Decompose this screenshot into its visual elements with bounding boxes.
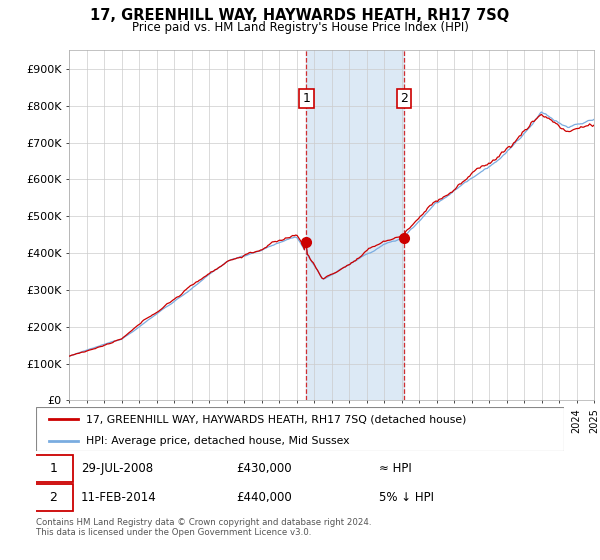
Text: Price paid vs. HM Land Registry's House Price Index (HPI): Price paid vs. HM Land Registry's House …: [131, 21, 469, 34]
Text: 1: 1: [49, 463, 57, 475]
Text: 5% ↓ HPI: 5% ↓ HPI: [379, 491, 434, 503]
Bar: [307, 50, 404, 400]
Text: 2: 2: [400, 92, 407, 105]
FancyBboxPatch shape: [34, 455, 73, 482]
Text: Contains HM Land Registry data © Crown copyright and database right 2024.
This d: Contains HM Land Registry data © Crown c…: [36, 518, 371, 538]
Text: 17, GREENHILL WAY, HAYWARDS HEATH, RH17 7SQ (detached house): 17, GREENHILL WAY, HAYWARDS HEATH, RH17 …: [86, 414, 467, 424]
FancyBboxPatch shape: [34, 484, 73, 511]
Text: £440,000: £440,000: [236, 491, 292, 503]
Text: 11-FEB-2014: 11-FEB-2014: [81, 491, 157, 503]
Text: 17, GREENHILL WAY, HAYWARDS HEATH, RH17 7SQ: 17, GREENHILL WAY, HAYWARDS HEATH, RH17 …: [91, 8, 509, 24]
Text: HPI: Average price, detached house, Mid Sussex: HPI: Average price, detached house, Mid …: [86, 436, 350, 446]
Text: 29-JUL-2008: 29-JUL-2008: [81, 463, 153, 475]
Text: ≈ HPI: ≈ HPI: [379, 463, 412, 475]
Text: 1: 1: [302, 92, 310, 105]
Text: 2: 2: [49, 491, 57, 503]
Text: £430,000: £430,000: [236, 463, 292, 475]
